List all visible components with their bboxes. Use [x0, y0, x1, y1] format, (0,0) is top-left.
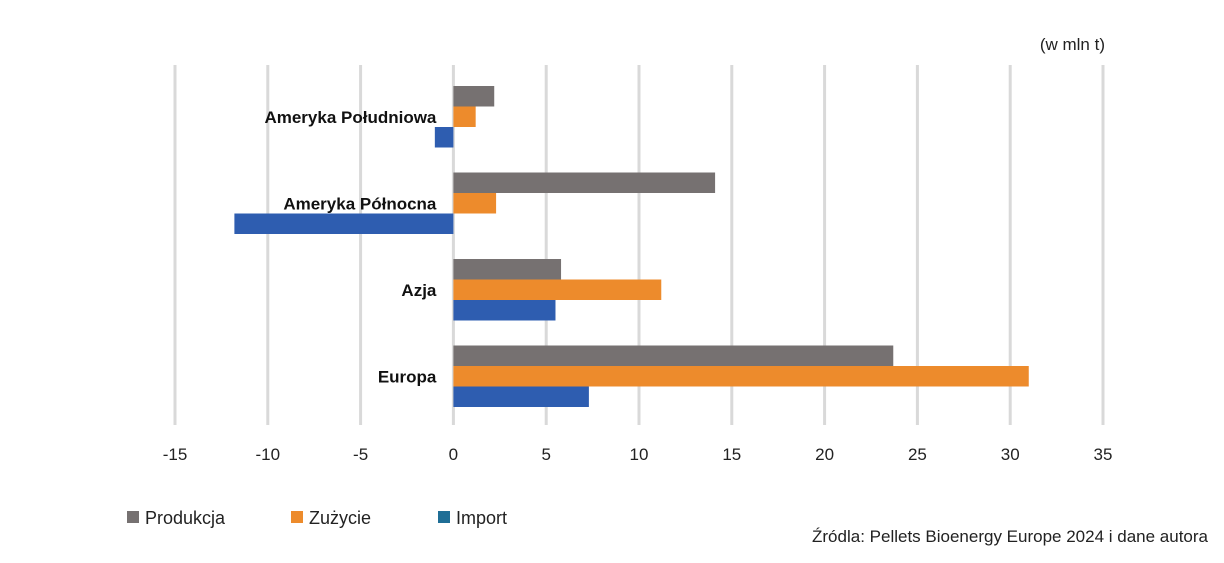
x-tick-label: 30: [1001, 445, 1020, 464]
category-labels: Ameryka Południowa Ameryka Północna Azja Eu…: [264, 108, 436, 387]
gridlines: [173, 65, 1105, 425]
x-tick-label: 25: [908, 445, 927, 464]
bar-import: [453, 300, 556, 321]
legend-swatch: [127, 511, 139, 523]
legend-label: Zużycie: [309, 508, 371, 528]
bar-zuycie: [453, 193, 497, 214]
source-note: Źródla: Pellets Bioenergy Europe 2024 i …: [812, 527, 1209, 546]
legend: Produkcja Zużycie Import: [127, 508, 507, 528]
bar-produkcja: [453, 259, 562, 280]
x-tick-label: 20: [815, 445, 834, 464]
x-tick-label: 10: [630, 445, 649, 464]
x-tick-label: -15: [163, 445, 188, 464]
bar-produkcja: [453, 86, 495, 107]
x-tick-label: 15: [722, 445, 741, 464]
x-axis-ticks: -15 -10 -5 0 5 10 15 20 25 30 35: [163, 445, 1113, 464]
legend-swatch: [438, 511, 450, 523]
bar-import: [234, 213, 454, 234]
category-label: Europa: [378, 367, 437, 386]
x-tick-label: -5: [353, 445, 368, 464]
bar-import: [434, 127, 454, 148]
bar-zuycie: [453, 279, 662, 300]
bar-import: [453, 386, 589, 407]
legend-label: Produkcja: [145, 508, 226, 528]
x-tick-label: 0: [449, 445, 458, 464]
bar-zuycie: [453, 106, 476, 127]
bar-produkcja: [453, 345, 894, 366]
bar-produkcja: [453, 172, 716, 193]
unit-label: (w mln t): [1040, 35, 1105, 54]
category-label: Ameryka Północna: [283, 194, 437, 213]
x-tick-label: 5: [541, 445, 550, 464]
bar-zuycie: [453, 366, 1029, 387]
category-label: Ameryka Południowa: [264, 108, 436, 127]
category-label: Azja: [401, 281, 437, 300]
legend-swatch: [291, 511, 303, 523]
x-tick-label: 35: [1094, 445, 1113, 464]
legend-label: Import: [456, 508, 507, 528]
bars: [234, 86, 1029, 407]
x-tick-label: -10: [256, 445, 281, 464]
